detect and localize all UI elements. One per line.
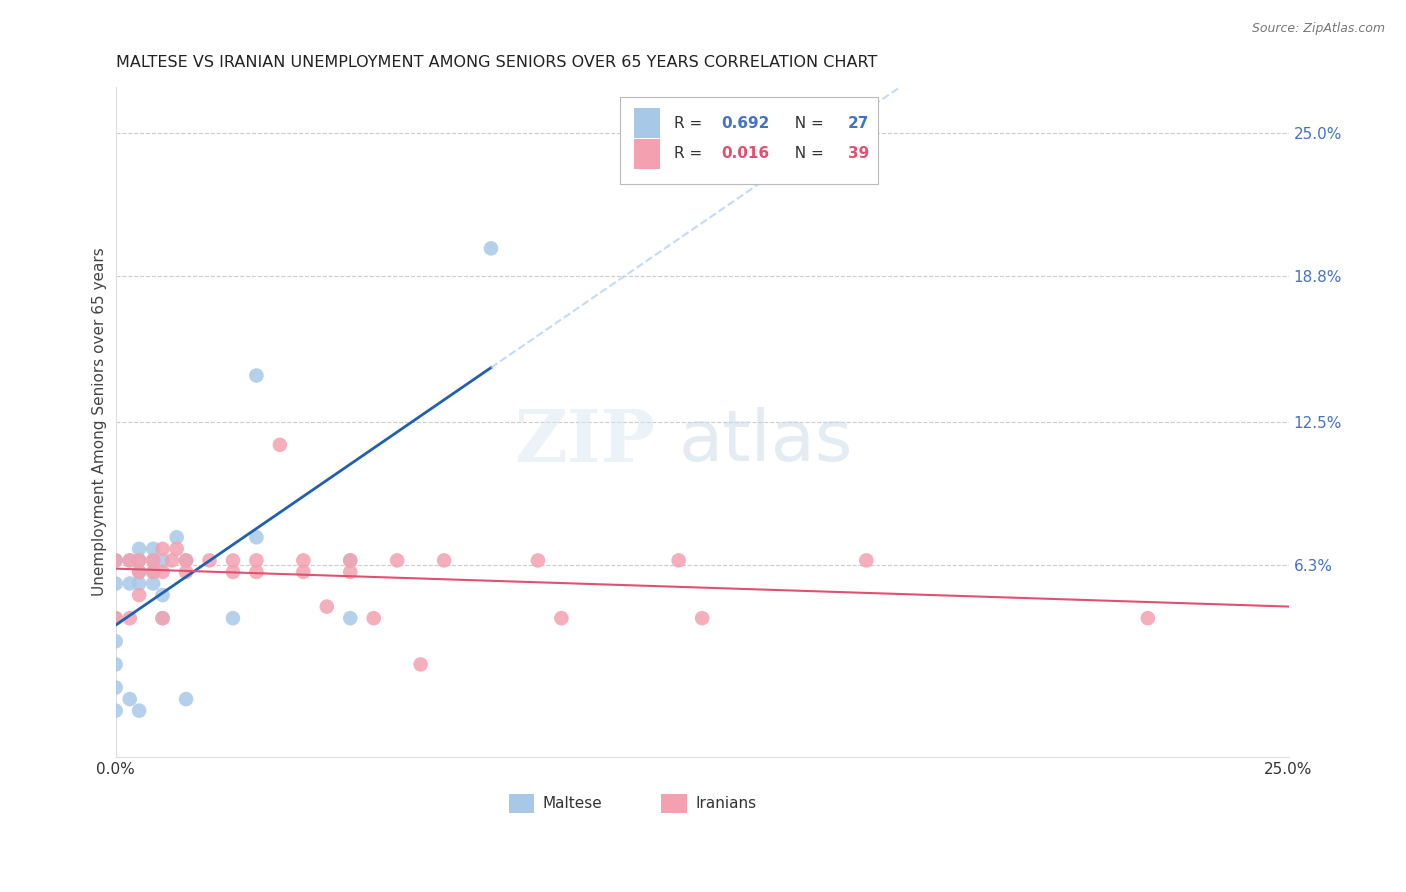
Text: N =: N = (786, 116, 830, 130)
Text: Maltese: Maltese (543, 797, 602, 812)
Point (142, 553, 165, 567)
Text: 27: 27 (848, 116, 869, 130)
Text: MALTESE VS IRANIAN UNEMPLOYMENT AMONG SENIORS OVER 65 YEARS CORRELATION CHART: MALTESE VS IRANIAN UNEMPLOYMENT AMONG SE… (115, 55, 877, 70)
Point (104, 681, 127, 695)
Point (118, 553, 141, 567)
Point (245, 565, 267, 579)
Point (142, 553, 165, 567)
Point (142, 565, 165, 579)
Point (550, 611, 572, 625)
Text: Iranians: Iranians (695, 797, 756, 812)
Text: N =: N = (786, 146, 830, 161)
Text: 0.016: 0.016 (721, 146, 769, 161)
Point (104, 704, 127, 718)
Point (690, 611, 713, 625)
Text: atlas: atlas (679, 408, 853, 476)
Point (142, 541, 165, 556)
Text: R =: R = (673, 116, 707, 130)
Point (104, 553, 127, 567)
Point (128, 553, 150, 567)
FancyBboxPatch shape (634, 108, 659, 138)
Point (174, 553, 197, 567)
Point (128, 704, 150, 718)
Point (152, 611, 174, 625)
Point (269, 438, 291, 452)
Point (142, 565, 165, 579)
FancyBboxPatch shape (634, 139, 659, 169)
Point (104, 611, 127, 625)
Point (198, 553, 221, 567)
Point (1136, 611, 1159, 625)
Point (174, 565, 197, 579)
Point (339, 611, 361, 625)
FancyBboxPatch shape (509, 795, 534, 814)
Point (385, 553, 408, 567)
Point (128, 553, 150, 567)
Point (152, 611, 174, 625)
Point (292, 565, 315, 579)
Point (142, 576, 165, 591)
Text: 39: 39 (848, 146, 869, 161)
Point (128, 541, 150, 556)
Point (339, 553, 361, 567)
Point (166, 541, 188, 556)
Point (222, 565, 245, 579)
Point (222, 553, 245, 567)
Point (409, 657, 432, 672)
Point (245, 553, 267, 567)
Point (104, 611, 127, 625)
Point (104, 576, 127, 591)
Point (174, 553, 197, 567)
Point (166, 530, 188, 544)
Point (128, 565, 150, 579)
Point (245, 530, 267, 544)
Point (339, 565, 361, 579)
FancyBboxPatch shape (661, 795, 688, 814)
Point (433, 553, 456, 567)
Text: R =: R = (673, 146, 707, 161)
Point (152, 588, 174, 602)
Point (118, 611, 141, 625)
Point (104, 657, 127, 672)
Point (160, 553, 183, 567)
Point (292, 553, 315, 567)
Point (128, 565, 150, 579)
Point (479, 241, 502, 255)
Point (104, 634, 127, 648)
Y-axis label: Unemployment Among Seniors over 65 years: Unemployment Among Seniors over 65 years (93, 247, 107, 596)
Point (118, 553, 141, 567)
Point (118, 692, 141, 706)
Point (128, 588, 150, 602)
Text: 0.692: 0.692 (721, 116, 769, 130)
Text: Source: ZipAtlas.com: Source: ZipAtlas.com (1251, 22, 1385, 36)
Point (174, 692, 197, 706)
Point (128, 576, 150, 591)
Point (855, 553, 877, 567)
Point (668, 553, 690, 567)
Point (363, 611, 385, 625)
Point (104, 553, 127, 567)
Point (245, 368, 267, 383)
Point (315, 599, 337, 614)
Point (152, 553, 174, 567)
Point (152, 565, 174, 579)
Point (118, 576, 141, 591)
Text: ZIP: ZIP (515, 407, 655, 477)
Point (527, 553, 550, 567)
Point (152, 541, 174, 556)
FancyBboxPatch shape (620, 96, 877, 184)
Point (339, 553, 361, 567)
Point (222, 611, 245, 625)
